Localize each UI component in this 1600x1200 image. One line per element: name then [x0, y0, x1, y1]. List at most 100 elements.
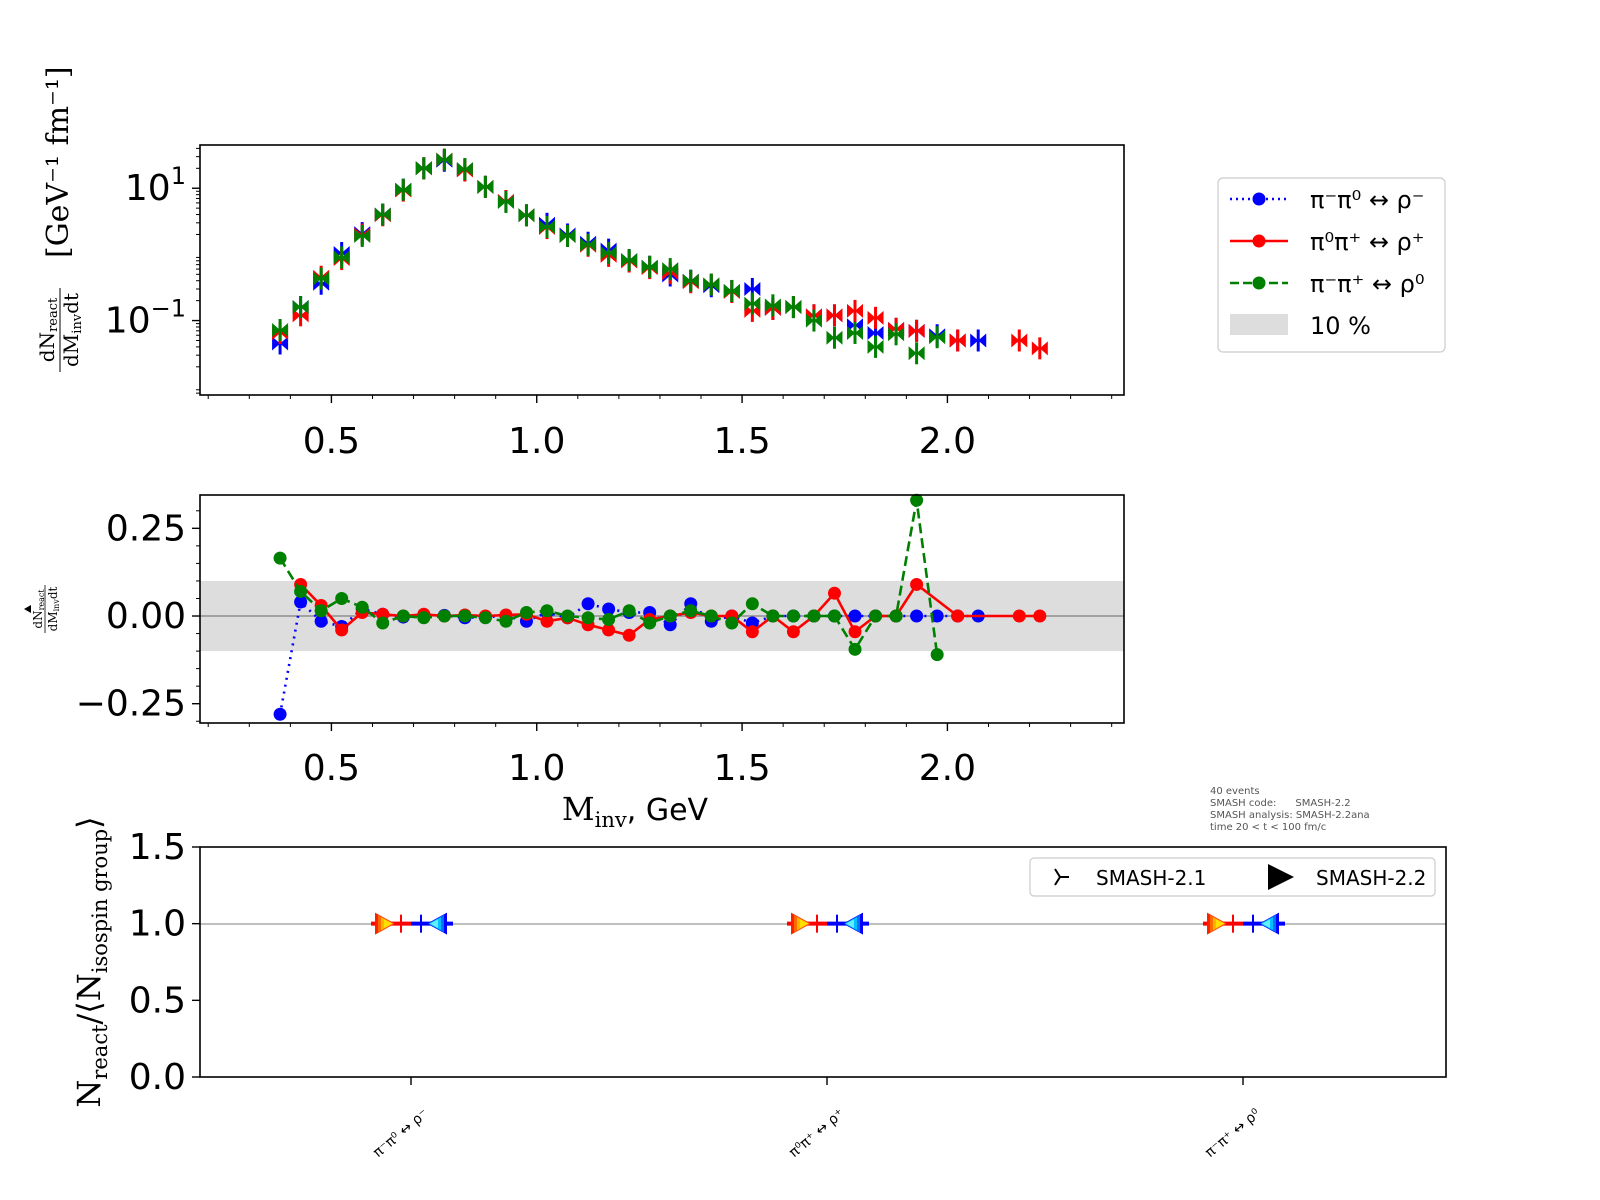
triangle-right-marker	[641, 259, 650, 274]
legend-marker-blue	[1252, 192, 1266, 206]
triangle-left-marker	[1039, 341, 1048, 356]
triangle-right-marker	[415, 161, 424, 176]
svg-text:dMinvdt: dMinvdt	[59, 293, 85, 367]
legend-marker-green	[1252, 276, 1266, 290]
top-y-tick-label: 101	[125, 162, 186, 209]
triangle-right-marker	[847, 303, 856, 318]
series-point	[663, 609, 677, 623]
triangle-left-marker	[731, 283, 740, 298]
triangle-right-marker	[1031, 341, 1040, 356]
top-point	[580, 233, 597, 256]
series-point	[314, 614, 328, 628]
triangle-right-marker	[764, 298, 773, 313]
triangle-right-marker	[539, 219, 548, 234]
top-point	[436, 148, 453, 171]
legend-label-1: π⁻π⁰ ↔ ρ⁻	[1310, 186, 1424, 214]
triangle-left-marker	[711, 277, 720, 292]
bot-ylabel-den: /⟨N	[70, 973, 108, 1024]
triangle-left-marker	[280, 323, 289, 338]
top-point	[292, 296, 309, 319]
triangle-right-marker	[949, 333, 958, 348]
tri-left-marker	[1262, 919, 1270, 929]
top-ylabel-units: [GeV⁻¹ fm⁻¹]	[41, 66, 76, 258]
triangle-left-marker	[423, 161, 432, 176]
bottom-data-marks	[371, 912, 1285, 935]
top-point	[682, 269, 699, 292]
top-point	[395, 178, 412, 201]
middle-x-tick-label: 0.5	[303, 748, 360, 789]
info-line-3: SMASH analysis: SMASH-2.2ana	[1210, 810, 1370, 821]
top-point	[497, 190, 514, 213]
top-point	[313, 267, 330, 290]
series-point	[417, 611, 431, 625]
series-point	[745, 625, 759, 639]
series-point	[951, 609, 965, 623]
legend-label-2: π⁰π⁺ ↔ ρ⁺	[1310, 228, 1424, 256]
triangle-right-marker	[580, 237, 589, 252]
triangle-right-marker	[826, 308, 835, 323]
series-point	[540, 604, 554, 618]
middle-x-tick-label: 1.5	[713, 748, 770, 789]
triangle-left-marker	[505, 194, 514, 209]
middle-y-ticks: −0.25 0.00 0.25	[76, 508, 200, 725]
info-line-2: SMASH code: SMASH-2.2	[1210, 798, 1351, 809]
series-point	[581, 611, 595, 625]
triangle-right-marker	[908, 323, 917, 338]
middle-x-axis-label: Minv, GeV	[562, 790, 709, 832]
triangle-right-marker	[600, 245, 609, 260]
bot-ylabel-main-sub: react	[88, 1024, 112, 1080]
triangle-left-marker	[916, 346, 925, 361]
triangle-right-marker	[518, 208, 527, 223]
triangle-right-marker	[333, 250, 342, 265]
xlabel-main: M	[562, 790, 595, 828]
series-point	[396, 609, 410, 623]
top-point	[826, 326, 843, 349]
series-point	[643, 616, 657, 630]
middle-y-axis-label: dNreact dMinvdt	[24, 585, 61, 633]
legend-item-4: 10 %	[1230, 312, 1371, 340]
triangle-right-marker	[354, 228, 363, 243]
top-point	[826, 304, 843, 327]
bottom-x-tick-label: π⁰π⁺ ↔ ρ⁺	[786, 1106, 847, 1161]
triangle-left-marker	[752, 296, 761, 311]
version-label-1: SMASH-2.1	[1096, 866, 1206, 890]
triangle-left-marker	[978, 333, 987, 348]
triangle-right-marker	[847, 325, 856, 340]
triangle-right-marker	[888, 327, 897, 342]
triangle-left-marker	[464, 162, 473, 177]
middle-x-tick-label: 1.0	[508, 748, 565, 789]
middle-x-ticks: 0.5 1.0 1.5 2.0	[207, 723, 1113, 789]
bottom-plot-frame	[199, 846, 1447, 1078]
series-legend: π⁻π⁰ ↔ ρ⁻ π⁰π⁺ ↔ ρ⁺ π⁻π⁺ ↔ ρ⁰ 10 %	[1217, 177, 1446, 353]
top-panel: 0.5 1.0 1.5 2.0 101 10−1 dNreact dMinvdt [Ge…	[35, 66, 1125, 462]
top-point	[764, 294, 781, 317]
triangle-left-marker	[855, 303, 864, 318]
series-point	[622, 628, 636, 642]
series-point	[910, 493, 924, 507]
legend-label-3: π⁻π⁺ ↔ ρ⁰	[1310, 270, 1424, 298]
triangle-left-marker	[937, 330, 946, 345]
top-y-tick-label: 10−1	[105, 295, 186, 342]
bottom-y-axis-label: Nreact/⟨Nisospin group⟩	[70, 816, 112, 1107]
bottom-x-tick-label: π⁻π⁺ ↔ ρ⁰	[1202, 1106, 1264, 1161]
top-ylabel-num-sub: react	[46, 297, 61, 332]
middle-y-tick-label: 0.25	[106, 508, 186, 549]
top-point	[272, 319, 289, 342]
triangle-left-marker	[875, 310, 884, 325]
top-point	[785, 296, 802, 319]
middle-data-marks	[200, 493, 1124, 721]
triangle-right-marker	[785, 300, 794, 315]
triangle-left-marker	[834, 330, 843, 345]
triangle-right-marker	[867, 325, 876, 340]
top-point	[970, 329, 987, 352]
triangle-left-marker	[403, 182, 412, 197]
series-point	[930, 609, 944, 623]
top-point	[559, 224, 576, 247]
legend-label-4: 10 %	[1310, 312, 1371, 340]
triangle-right-marker	[867, 310, 876, 325]
mid-ylabel-num: dN	[31, 610, 45, 628]
triangle-left-marker	[321, 271, 330, 286]
middle-plot-frame	[199, 494, 1125, 724]
middle-x-tick-label: 2.0	[919, 748, 976, 789]
bottom-x-tick-label: π⁻π⁰ ↔ ρ⁻	[370, 1106, 431, 1161]
